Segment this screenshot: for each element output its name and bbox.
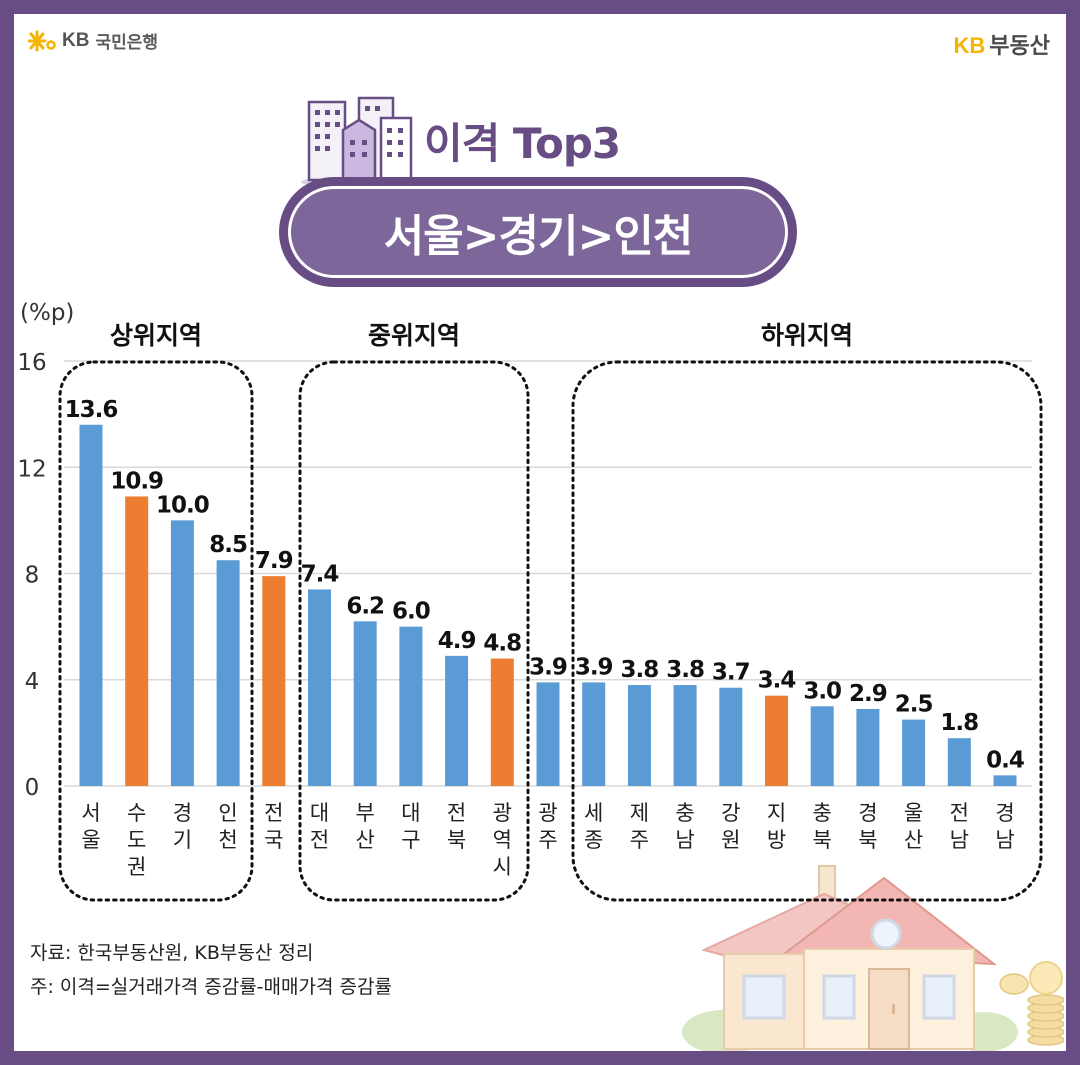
bar (125, 496, 149, 786)
right-brand-kb: KB (953, 33, 986, 58)
bar (582, 682, 606, 786)
bar (79, 424, 103, 786)
bar (490, 658, 514, 786)
right-brand-name: 부동산 (989, 34, 1050, 59)
bar-value-label: 7.4 (301, 561, 339, 587)
source-notes: 자료: 한국부동산원, KB부동산 정리 주: 이격=실거래가격 증감률-매매가… (30, 936, 392, 1004)
bar (399, 626, 423, 786)
bar (308, 589, 331, 786)
bar-value-label: 7.9 (255, 548, 293, 574)
bar (719, 687, 743, 786)
y-tick-label: 16 (17, 350, 46, 376)
bar-value-label: 8.5 (209, 532, 247, 558)
left-brand-kb: KB (62, 29, 90, 51)
bar-value-label: 2.5 (895, 692, 933, 718)
top3-banner-text: 서울>경기>인천 (288, 186, 788, 278)
bar (216, 560, 240, 786)
kb-star-icon (28, 30, 56, 51)
bar (947, 738, 971, 786)
bar-value-label: 10.9 (110, 468, 163, 494)
footnote-text: 주: 이격=실거래가격 증감률-매매가격 증감률 (30, 976, 392, 998)
group-box-bottom (571, 360, 1043, 902)
bar-value-label: 3.4 (758, 668, 796, 694)
infographic-card: KB 국민은행 KB 부동산 이격 Top3 서울>경기>인천 (14, 14, 1066, 1051)
group-box-middle (298, 360, 530, 902)
bar-value-label: 6.0 (392, 599, 430, 625)
bar (902, 719, 926, 786)
kb-realestate-logo: KB 부동산 (953, 28, 1050, 60)
bars: 13.6 서 울 10.9 수 도 권 10.0 경 기 8.5 인 천 7.9 전 국 7.4 대 전 6.2 부 산 6… (65, 397, 1025, 879)
y-tick-label: 0 (25, 775, 40, 801)
bar-value-label: 10.0 (156, 492, 209, 518)
y-tick-label: 12 (17, 456, 46, 482)
bar-value-label: 0.4 (986, 747, 1024, 773)
group-label-middle: 중위지역 (368, 321, 460, 350)
group-label-bottom: 하위지역 (761, 321, 853, 350)
bar-value-label: 3.9 (529, 654, 567, 680)
bar (765, 695, 788, 786)
bar (262, 576, 286, 786)
bar-value-label: 13.6 (65, 397, 118, 423)
bar (993, 775, 1017, 786)
bar (673, 685, 697, 786)
bar-value-label: 3.8 (621, 657, 659, 683)
source-text: 자료: 한국부동산원, KB부동산 정리 (30, 942, 314, 964)
bar (170, 520, 194, 786)
y-axis-ticks: 0 4 8 12 16 (17, 350, 46, 801)
house-illustration (682, 865, 1064, 1051)
left-brand-name: 국민은행 (95, 33, 159, 53)
buildings-icon (301, 96, 417, 188)
bar (536, 682, 560, 786)
page-title: 이격 Top3 (424, 119, 621, 168)
bar-value-label: 1.8 (940, 710, 978, 736)
group-label-top: 상위지역 (110, 321, 202, 350)
bar (445, 655, 469, 786)
bar-value-label: 3.9 (575, 654, 613, 680)
bar (810, 706, 834, 786)
region-groups: 상위지역 중위지역 하위지역 (58, 321, 1043, 902)
bar-value-label: 3.8 (666, 657, 704, 683)
bar-value-label: 2.9 (849, 681, 887, 707)
bar (856, 708, 880, 786)
kb-kookmin-logo: KB 국민은행 (28, 28, 158, 53)
top3-banner: 서울>경기>인천 (279, 177, 797, 287)
y-axis-label: (%p) (20, 300, 74, 326)
group-box-top (58, 360, 254, 902)
bar-value-label: 3.7 (712, 660, 750, 686)
price-gap-bar-chart: (%p) 0 4 8 12 16 상위지역 중위지역 하위지역 13.6 서 울 10.9 수 도… (17, 300, 1043, 902)
bar-value-label: 6.2 (346, 593, 384, 619)
bar (627, 685, 651, 786)
bar-value-label: 4.8 (483, 631, 521, 657)
bar-value-label: 3.0 (803, 678, 841, 704)
y-tick-label: 4 (25, 669, 40, 695)
bar-value-label: 4.9 (438, 628, 476, 654)
y-tick-label: 8 (25, 563, 40, 589)
bar (353, 621, 377, 786)
